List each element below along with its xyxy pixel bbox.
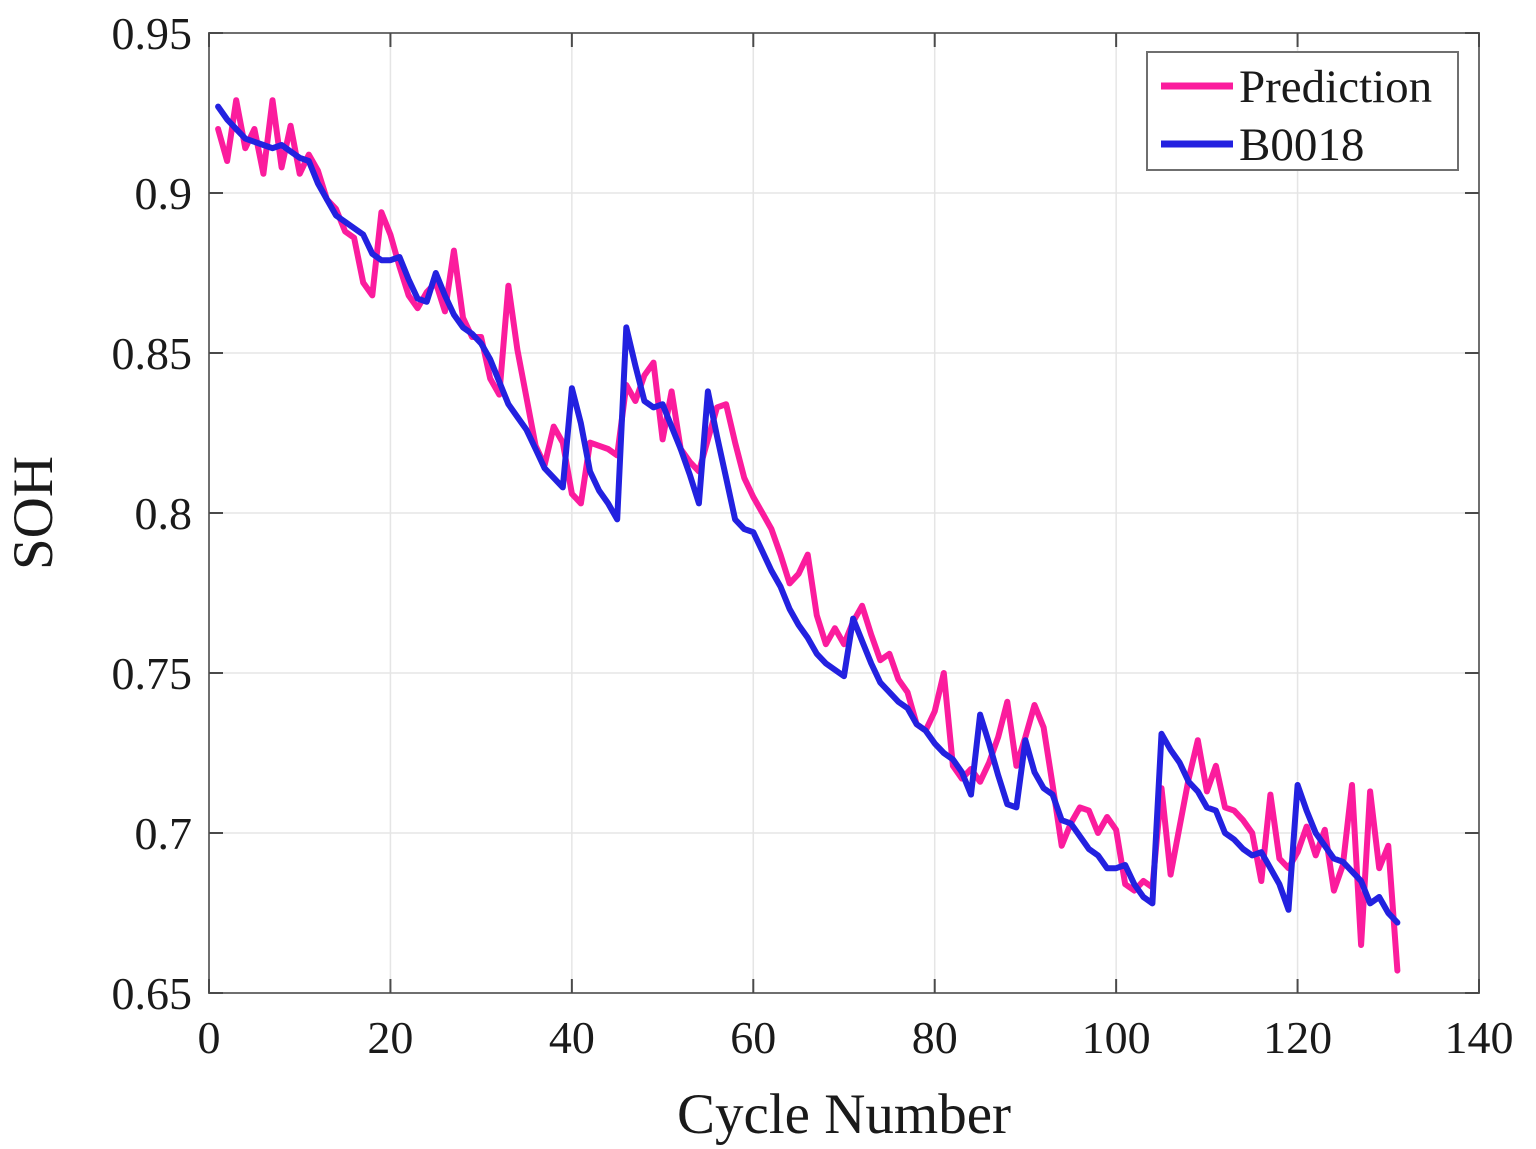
- series-line-b0018: [215, 103, 1401, 926]
- y-tick-label: 0.95: [112, 8, 193, 59]
- x-axis-label: Cycle Number: [677, 1083, 1011, 1146]
- y-axis-label: SOH: [2, 456, 65, 570]
- y-tick-label: 0.85: [112, 328, 193, 379]
- x-tick-label: 100: [1082, 1012, 1151, 1063]
- x-tick-label: 20: [367, 1012, 413, 1063]
- x-tick-label: 80: [912, 1012, 958, 1063]
- y-tick-label: 0.9: [135, 168, 193, 219]
- legend-layer: Prediction B0018: [1146, 51, 1459, 171]
- x-tick-label: 0: [198, 1012, 221, 1063]
- axis-layer: 0 20 40 60 80 100 120 140 0.65 0.7 0.75 0.8 0.85 0.9 0…: [112, 8, 1514, 1063]
- series-line-prediction: [215, 97, 1401, 974]
- x-tick-label: 140: [1445, 1012, 1514, 1063]
- x-tick-label: 120: [1263, 1012, 1332, 1063]
- y-tick-label: 0.75: [112, 648, 193, 699]
- legend-box: [1146, 51, 1459, 171]
- y-tick-label: 0.7: [135, 808, 193, 859]
- y-tick-label: 0.65: [112, 968, 193, 1019]
- x-tick-label: 60: [730, 1012, 776, 1063]
- x-tick-label: 40: [549, 1012, 595, 1063]
- legend-label-b0018: B0018: [1239, 119, 1364, 171]
- legend-label-prediction: Prediction: [1239, 61, 1432, 113]
- series-layer: [215, 97, 1401, 974]
- grid-layer: [208, 32, 1480, 994]
- y-tick-label: 0.8: [135, 488, 193, 539]
